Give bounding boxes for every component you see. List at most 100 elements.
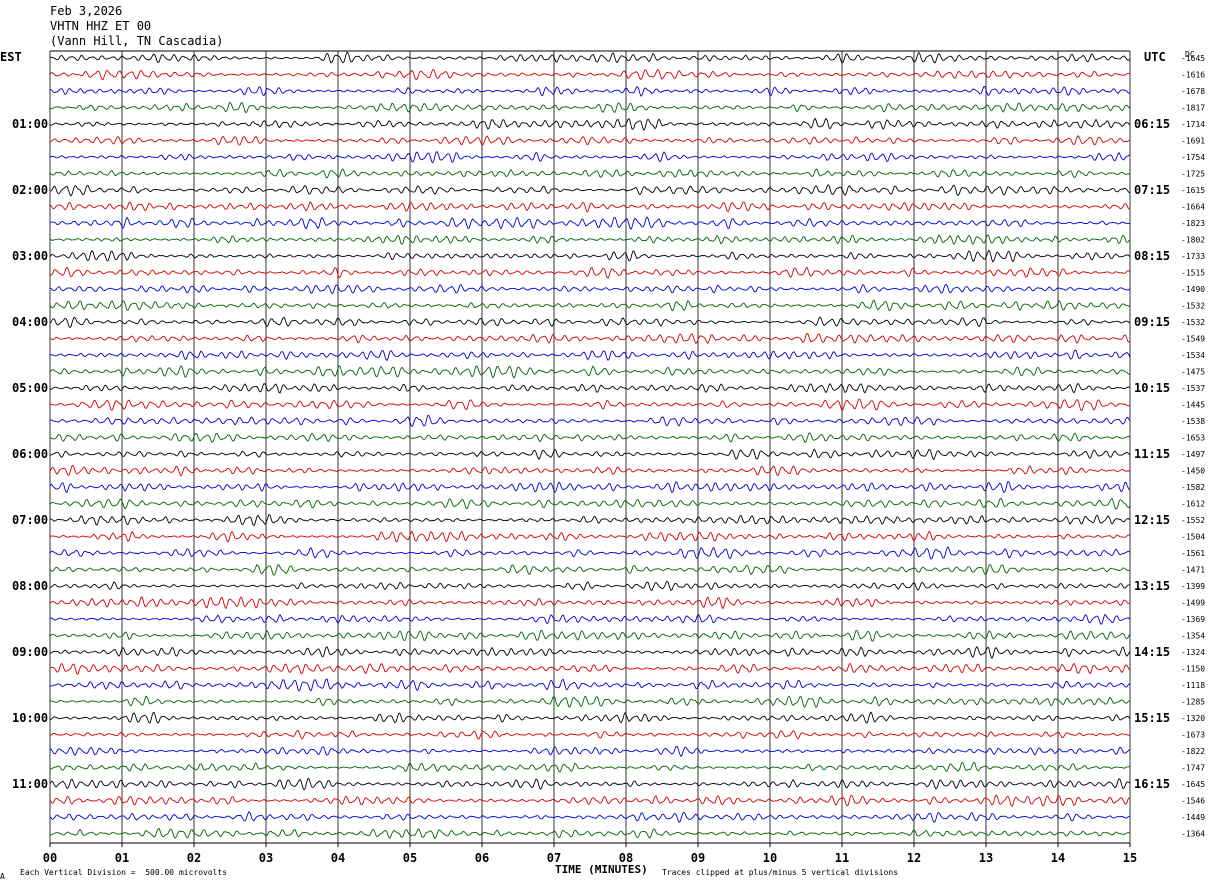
right-hour-label: 11:15	[1134, 447, 1170, 461]
trace-row-41	[49, 711, 1131, 724]
dc-offset-label: -1645	[1181, 54, 1205, 63]
dc-offset-label: -1817	[1181, 104, 1205, 113]
trace-row-10	[49, 201, 1131, 213]
dc-offset-label: -1515	[1181, 269, 1205, 278]
right-hour-label: 06:15	[1134, 117, 1170, 131]
trace-row-12	[49, 234, 1131, 245]
dc-offset-header: DC	[1185, 50, 1195, 59]
dc-offset-label: -1534	[1181, 351, 1205, 360]
trace-row-33	[49, 580, 1131, 591]
x-tick-label: 06	[475, 851, 489, 865]
x-tick-label: 07	[547, 851, 561, 865]
x-tick-label: 05	[403, 851, 417, 865]
left-timezone-label: EST	[0, 50, 22, 64]
right-hour-label: 10:15	[1134, 381, 1170, 395]
dc-offset-label: -1532	[1181, 302, 1205, 311]
dc-offset-label: -1504	[1181, 533, 1205, 542]
dc-offset-label: -1546	[1181, 797, 1205, 806]
dc-offset-label: -1320	[1181, 714, 1205, 723]
trace-row-22	[49, 398, 1131, 411]
dc-offset-label: -1475	[1181, 368, 1205, 377]
trace-row-48	[49, 827, 1131, 840]
dc-offset-label: -1537	[1181, 384, 1205, 393]
trace-row-7	[49, 151, 1131, 164]
dc-offset-label: -1822	[1181, 747, 1205, 756]
trace-row-18	[49, 332, 1131, 345]
x-tick-label: 02	[187, 851, 201, 865]
trace-row-37	[49, 645, 1131, 660]
dc-offset-label: -1714	[1181, 120, 1205, 129]
left-hour-label: 11:00	[12, 777, 48, 791]
dc-offset-label: -1471	[1181, 566, 1205, 575]
chart-date: Feb 3,2026	[50, 4, 123, 18]
x-tick-label: 13	[979, 851, 993, 865]
dc-offset-label: -1733	[1181, 252, 1205, 261]
left-hour-label: 05:00	[12, 381, 48, 395]
trace-row-8	[49, 168, 1131, 179]
right-hour-label: 07:15	[1134, 183, 1170, 197]
x-tick-label: 11	[835, 851, 849, 865]
trace-row-46	[49, 794, 1131, 808]
dc-offset-label: -1582	[1181, 483, 1205, 492]
dc-offset-label: -1324	[1181, 648, 1205, 657]
scale-note: Each Vertical Division = 500.00 microvol…	[20, 868, 228, 877]
trace-row-25	[49, 448, 1131, 461]
right-hour-label: 09:15	[1134, 315, 1170, 329]
trace-row-40	[49, 695, 1131, 709]
trace-row-27	[49, 480, 1131, 494]
dc-offset-label: -1616	[1181, 71, 1205, 80]
dc-offset-label: -1369	[1181, 615, 1205, 624]
dc-offset-label: -1552	[1181, 516, 1205, 525]
dc-offset-labels: -1645 -1616 -1678 -1817 -1714 -1691 -1754 -1725…	[1181, 54, 1205, 839]
dc-offset-label: -1285	[1181, 698, 1205, 707]
minute-gridlines	[49, 50, 1131, 844]
left-hour-label: 02:00	[12, 183, 48, 197]
trace-row-3	[49, 85, 1131, 97]
dc-offset-label: -1645	[1181, 780, 1205, 789]
trace-row-14	[49, 266, 1131, 279]
station-code: VHTN HHZ ET 00	[50, 19, 152, 33]
hour-labels: 01:00 02:00 03:00 04:00 05:00 06:00 07:00 08:00…	[12, 117, 1170, 791]
trace-row-24	[49, 432, 1131, 443]
dc-offset-label: -1497	[1181, 450, 1205, 459]
dc-offset-label: -1754	[1181, 153, 1205, 162]
left-hour-label: 06:00	[12, 447, 48, 461]
dc-offset-label: -1615	[1181, 186, 1205, 195]
dc-offset-label: -1823	[1181, 219, 1205, 228]
left-hour-label: 01:00	[12, 117, 48, 131]
trace-row-15	[49, 283, 1131, 294]
trace-row-29	[49, 513, 1131, 527]
x-tick-label: 15	[1123, 851, 1137, 865]
trace-row-43	[49, 745, 1131, 758]
left-hour-label: 04:00	[12, 315, 48, 329]
trace-row-20	[49, 365, 1131, 379]
x-tick-label: 04	[331, 851, 345, 865]
trace-row-11	[49, 216, 1131, 231]
trace-row-42	[49, 729, 1131, 740]
trace-row-2	[49, 68, 1131, 81]
x-axis-label: TIME (MINUTES)	[555, 863, 648, 876]
trace-row-39	[49, 678, 1131, 692]
dc-offset-label: -1561	[1181, 549, 1205, 558]
right-hour-label: 14:15	[1134, 645, 1170, 659]
dc-offset-label: -1450	[1181, 467, 1205, 476]
clip-note: Traces clipped at plus/minus 5 vertical …	[662, 868, 899, 877]
dc-offset-label: -1549	[1181, 335, 1205, 344]
dc-offset-label: -1612	[1181, 500, 1205, 509]
trace-row-36	[49, 629, 1131, 642]
trace-row-21	[49, 382, 1131, 394]
right-hour-label: 16:15	[1134, 777, 1170, 791]
dc-offset-label: -1445	[1181, 401, 1205, 410]
x-tick-label: 14	[1051, 851, 1065, 865]
station-location: (Vann Hill, TN Cascadia)	[50, 34, 224, 48]
trace-row-23	[49, 414, 1131, 428]
x-tick-label: 03	[259, 851, 273, 865]
x-tick-label: 09	[691, 851, 705, 865]
right-hour-label: 13:15	[1134, 579, 1170, 593]
trace-row-9	[49, 184, 1131, 197]
left-hour-label: 03:00	[12, 249, 48, 263]
dc-offset-label: -1538	[1181, 417, 1205, 426]
dc-offset-label: -1653	[1181, 434, 1205, 443]
seismic-traces	[49, 51, 1131, 840]
